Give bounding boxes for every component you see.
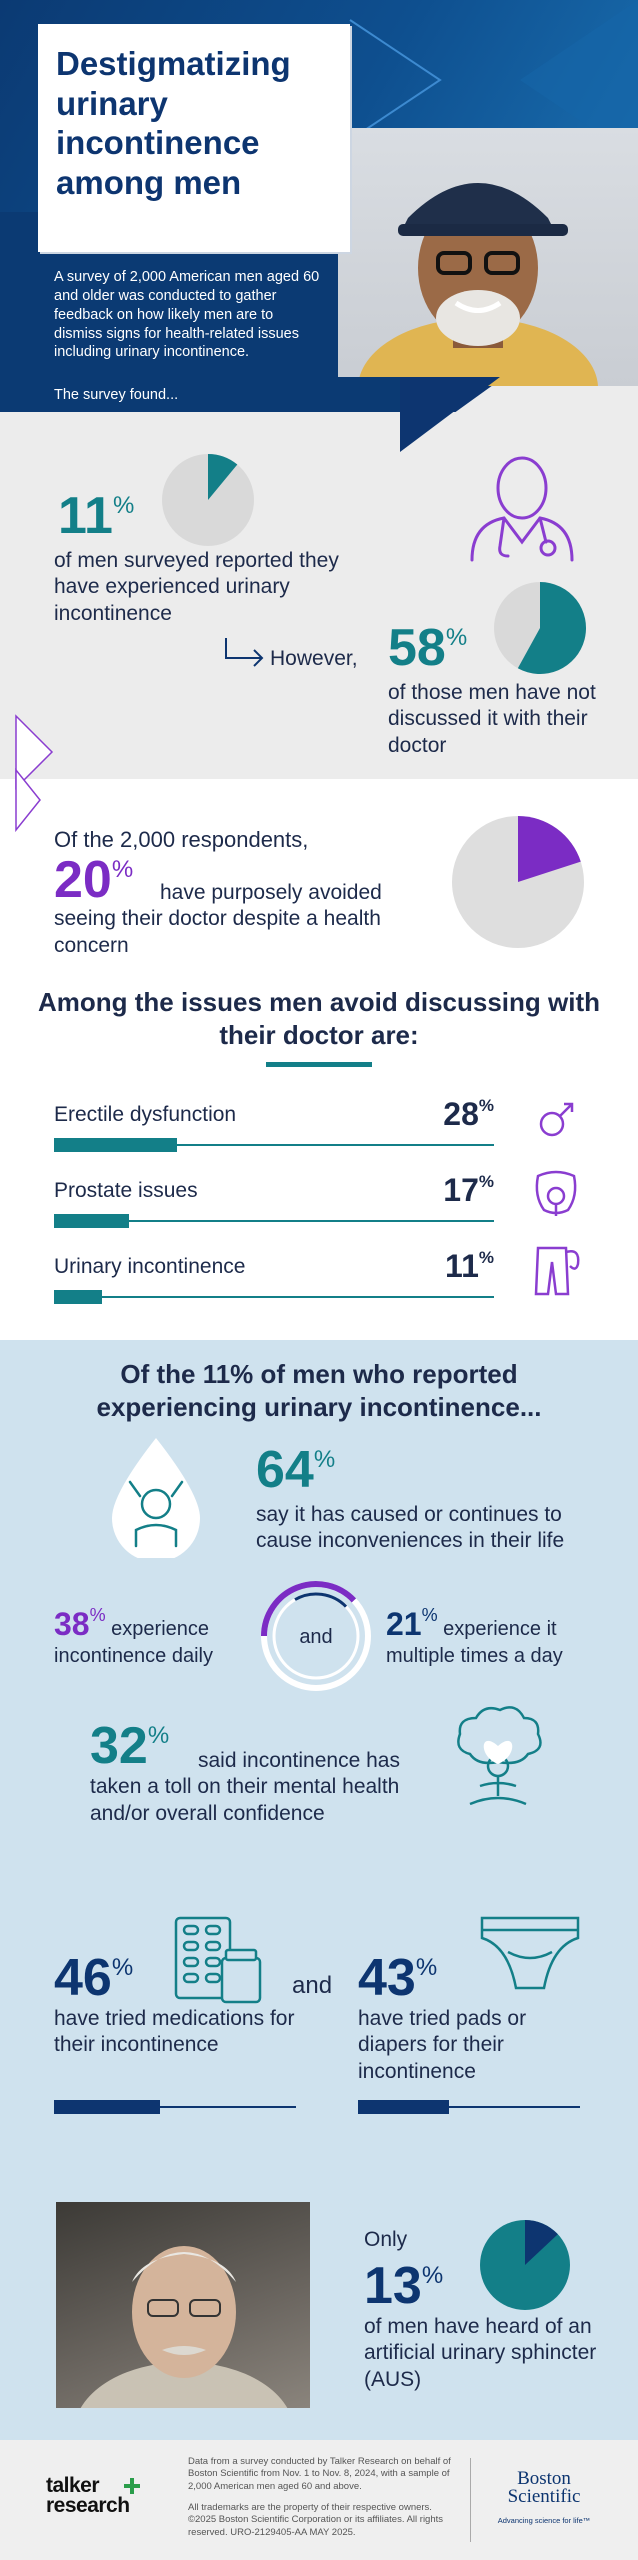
issue-label: Prostate issues bbox=[54, 1179, 198, 1202]
stat-32-value: 32% bbox=[90, 1717, 170, 1775]
title-card: Destigmatizing urinary incontinence amon… bbox=[38, 24, 350, 252]
intro-text: A survey of 2,000 American men aged 60 a… bbox=[54, 269, 320, 361]
respondents-label: Of the 2,000 respondents, bbox=[54, 827, 309, 852]
pie-slice bbox=[517, 582, 586, 674]
man-in-cap-photo bbox=[358, 183, 598, 386]
footnote-data: Data from a survey conducted by Talker R… bbox=[188, 2456, 451, 2492]
stat-43-text: have tried pads or diapers for their inc… bbox=[358, 2007, 527, 2083]
footer-divider bbox=[470, 2458, 471, 2542]
survey-found: The survey found... bbox=[54, 387, 179, 403]
header-decor-triangle bbox=[400, 377, 500, 452]
portrait-photo bbox=[338, 128, 638, 386]
issue-bar-track bbox=[54, 1220, 494, 1222]
stat-64-text: say it has caused or continues to cause … bbox=[256, 1503, 565, 1553]
talker-plus-icon bbox=[124, 2478, 140, 2494]
stat-58-value: 58% bbox=[388, 619, 468, 677]
bar-46-fill bbox=[54, 2100, 160, 2114]
stat-11-text: of men surveyed reported they have exper… bbox=[54, 549, 339, 625]
issue-label: Erectile dysfunction bbox=[54, 1103, 237, 1126]
ring-38-21 bbox=[261, 1581, 371, 1691]
stat-58-text: of those men have not discussed it with … bbox=[388, 681, 596, 757]
issues-title: Among the issues men avoid discussing wi… bbox=[38, 987, 600, 1051]
issue-bar-track bbox=[54, 1144, 494, 1146]
footnote-trademark: All trademarks are the property of their… bbox=[188, 2502, 444, 2538]
page-title: Destigmatizing urinary incontinence amon… bbox=[56, 45, 291, 201]
stat-38: 38% experience incontinence daily bbox=[54, 1605, 213, 1667]
stat-21: 21% experience it multiple times a day bbox=[386, 1605, 563, 1667]
arrow-icon bbox=[225, 638, 264, 667]
issue-value: 17% bbox=[443, 1172, 494, 1208]
stat-46-value: 46% bbox=[54, 1949, 134, 2007]
pie-11 bbox=[162, 454, 254, 546]
however-label: However, bbox=[270, 647, 358, 670]
bar-43-fill bbox=[358, 2100, 449, 2114]
issue-label: Urinary incontinence bbox=[54, 1255, 246, 1278]
pie-58 bbox=[494, 582, 586, 674]
ring-38-arc bbox=[261, 1581, 357, 1637]
doctor-icon bbox=[470, 456, 574, 562]
stat-13-value: 13% bbox=[364, 2257, 444, 2315]
stat-43-value: 43% bbox=[358, 1949, 438, 2007]
stat-20-text: have purposely avoided seeing their doct… bbox=[54, 881, 382, 957]
stat-20-value: 20% bbox=[54, 851, 134, 909]
issue-bar-fill bbox=[54, 1290, 102, 1304]
pie-13 bbox=[480, 2220, 570, 2310]
pie-slice bbox=[518, 816, 581, 882]
issue-bar-fill bbox=[54, 1138, 177, 1152]
boston-tagline: Advancing science for life™ bbox=[497, 2516, 591, 2525]
bar-43-track bbox=[358, 2106, 580, 2108]
and-label-2: and bbox=[292, 1972, 333, 1999]
pie-slice bbox=[525, 2220, 558, 2265]
drop-person-icon bbox=[112, 1438, 200, 1558]
stat-11-value: 11% bbox=[58, 487, 135, 545]
bar-46-track bbox=[54, 2106, 296, 2108]
ring-21-arc bbox=[294, 1592, 348, 1608]
issue-value: 28% bbox=[443, 1096, 494, 1132]
chevron-decor bbox=[15, 714, 54, 833]
diaper-icon bbox=[480, 1916, 580, 1990]
ui-section-title: Of the 11% of men who reported experienc… bbox=[96, 1359, 542, 1423]
issues-title-underline bbox=[266, 1062, 372, 1067]
male-symbol-icon bbox=[539, 1102, 574, 1137]
issue-bar-track bbox=[54, 1296, 494, 1298]
and-label: and bbox=[299, 1626, 333, 1648]
stat-46-text: have tried medications for their inconti… bbox=[54, 2007, 295, 2057]
issue-bar-fill bbox=[54, 1214, 129, 1228]
older-man-photo bbox=[56, 2202, 310, 2408]
stat-13-text: of men have heard of an artificial urina… bbox=[364, 2315, 597, 2391]
stat-32-text: said incontinence has taken a toll on th… bbox=[90, 1749, 400, 1825]
prostate-icon bbox=[535, 1170, 577, 1216]
boston-scientific-logo: Boston Scientific bbox=[507, 2468, 581, 2508]
meditation-brain-icon bbox=[457, 1706, 542, 1806]
issue-value: 11% bbox=[445, 1248, 494, 1284]
pants-drop-icon bbox=[534, 1246, 580, 1296]
pie-slice bbox=[208, 454, 238, 500]
footer bbox=[0, 2440, 638, 2560]
only-label: Only bbox=[364, 2228, 408, 2251]
pie-20 bbox=[452, 816, 584, 948]
pills-icon bbox=[174, 1916, 262, 2004]
stat-64-value: 64% bbox=[256, 1441, 336, 1499]
talker-research-logo: talker research bbox=[46, 2474, 130, 2517]
